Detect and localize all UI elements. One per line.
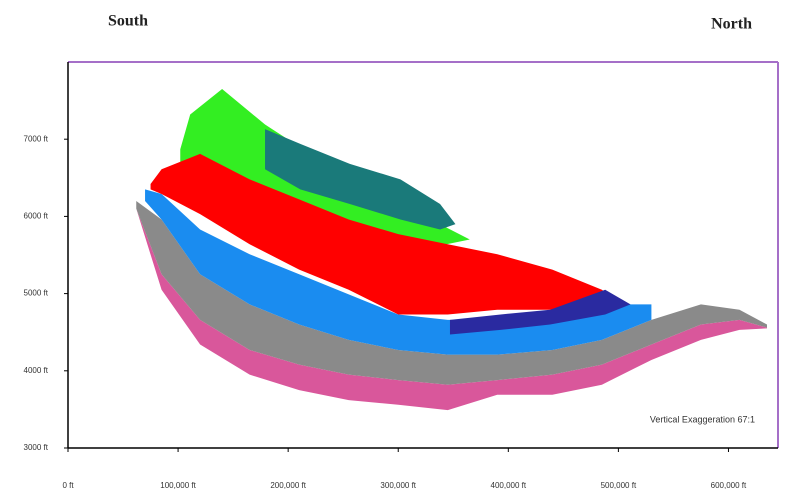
y-tick-label: 6000 ft bbox=[24, 212, 49, 221]
x-tick-label: 500,000 ft bbox=[601, 481, 637, 490]
layer bbox=[136, 200, 767, 385]
y-tick-label: 3000 ft bbox=[24, 443, 49, 452]
north-label: North bbox=[711, 16, 752, 33]
x-tick-label: 300,000 ft bbox=[380, 481, 416, 490]
x-tick-label: 0 ft bbox=[62, 481, 74, 490]
layer bbox=[449, 289, 631, 335]
layer bbox=[145, 189, 652, 355]
layer bbox=[265, 129, 456, 230]
x-tick-label: 100,000 ft bbox=[160, 481, 196, 490]
annotation: Vertical Exaggeration 67:1 bbox=[650, 414, 755, 424]
y-tick-label: 5000 ft bbox=[24, 289, 49, 298]
x-tick-label: 200,000 ft bbox=[270, 481, 306, 490]
y-tick-label: 4000 ft bbox=[24, 366, 49, 375]
layer bbox=[150, 153, 616, 315]
south-label: South bbox=[108, 13, 148, 30]
y-tick-label: 7000 ft bbox=[24, 134, 49, 143]
x-tick-label: 400,000 ft bbox=[491, 481, 527, 490]
x-tick-label: 600,000 ft bbox=[711, 481, 747, 490]
layers bbox=[136, 89, 767, 411]
